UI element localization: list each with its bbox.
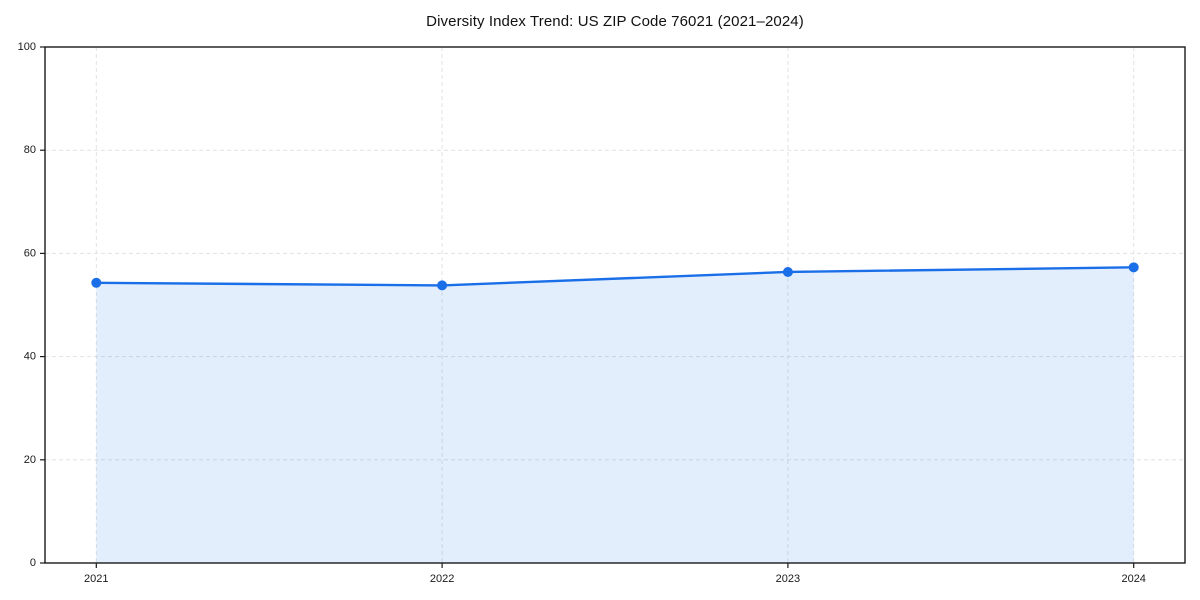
series-line — [95, 266, 1135, 287]
x-tick-label: 2022 — [430, 573, 454, 585]
data-point-marker — [437, 280, 448, 291]
data-point-marker — [1128, 262, 1139, 273]
data-point-marker — [782, 266, 793, 277]
chart-title: Diversity Index Trend: US ZIP Code 76021… — [426, 13, 804, 30]
x-tick-label: 2021 — [84, 573, 108, 585]
series-area — [96, 267, 1134, 563]
plot-frame — [44, 46, 1186, 564]
x-tick-label: 2023 — [776, 573, 800, 585]
y-tick-label: 100 — [18, 41, 36, 53]
x-tick-label: 2024 — [1121, 573, 1145, 585]
y-tick-label: 0 — [30, 557, 36, 569]
y-tick-label: 80 — [24, 144, 36, 156]
y-tick-label: 60 — [24, 247, 36, 259]
y-tick-label: 40 — [24, 351, 36, 363]
data-point-marker — [91, 277, 102, 288]
y-tick-label: 20 — [24, 454, 36, 466]
